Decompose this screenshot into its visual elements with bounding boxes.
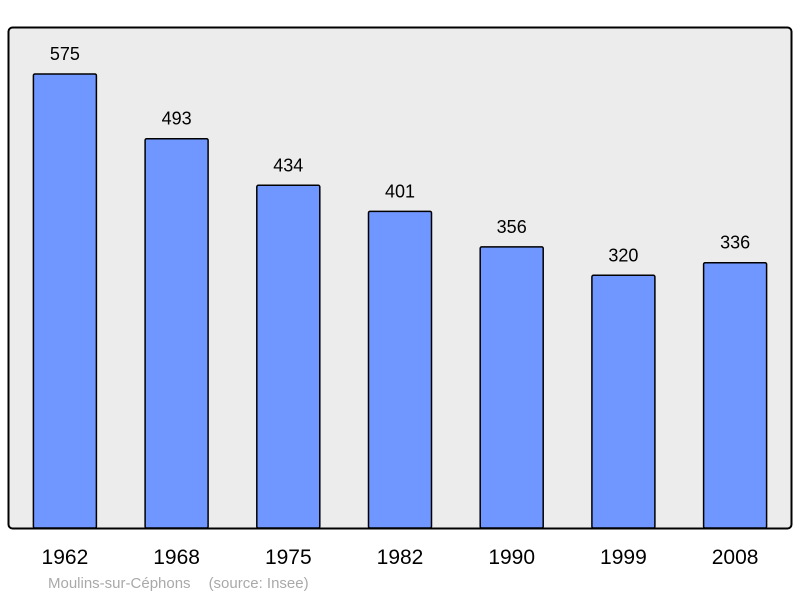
- bar-1990: [479, 246, 544, 529]
- category-label-1982: 1982: [377, 546, 424, 569]
- category-label-1990: 1990: [488, 546, 535, 569]
- value-label-1990: 356: [497, 217, 527, 237]
- category-label-1999: 1999: [600, 546, 647, 569]
- value-label-1975: 434: [273, 155, 303, 175]
- value-label-1968: 493: [162, 109, 192, 129]
- bar-1962: [32, 73, 98, 529]
- caption-place: Moulins-sur-Céphons: [48, 575, 191, 592]
- bar-1982: [367, 210, 433, 529]
- bar-2008: [702, 261, 768, 529]
- chart-caption: Moulins-sur-Céphons (source: Insee): [48, 575, 309, 592]
- value-label-1982: 401: [385, 181, 415, 201]
- category-label-1975: 1975: [265, 546, 312, 569]
- category-labels-layer: 1962 1968 1975 1982 1990 1999 2008: [42, 546, 759, 569]
- bar-1999: [591, 274, 656, 529]
- bar-1975: [256, 184, 321, 529]
- value-label-2008: 336: [720, 233, 750, 253]
- caption-source: (source: Insee): [208, 575, 309, 592]
- value-label-1962: 575: [50, 44, 80, 64]
- bar-1968: [144, 137, 209, 529]
- category-label-1962: 1962: [42, 546, 89, 569]
- category-label-1968: 1968: [153, 546, 200, 569]
- bars-layer: [32, 73, 768, 529]
- value-label-1999: 320: [608, 245, 638, 265]
- value-labels-layer: 575 493 434 401 356 320 336: [50, 44, 750, 265]
- category-label-2008: 2008: [712, 546, 759, 569]
